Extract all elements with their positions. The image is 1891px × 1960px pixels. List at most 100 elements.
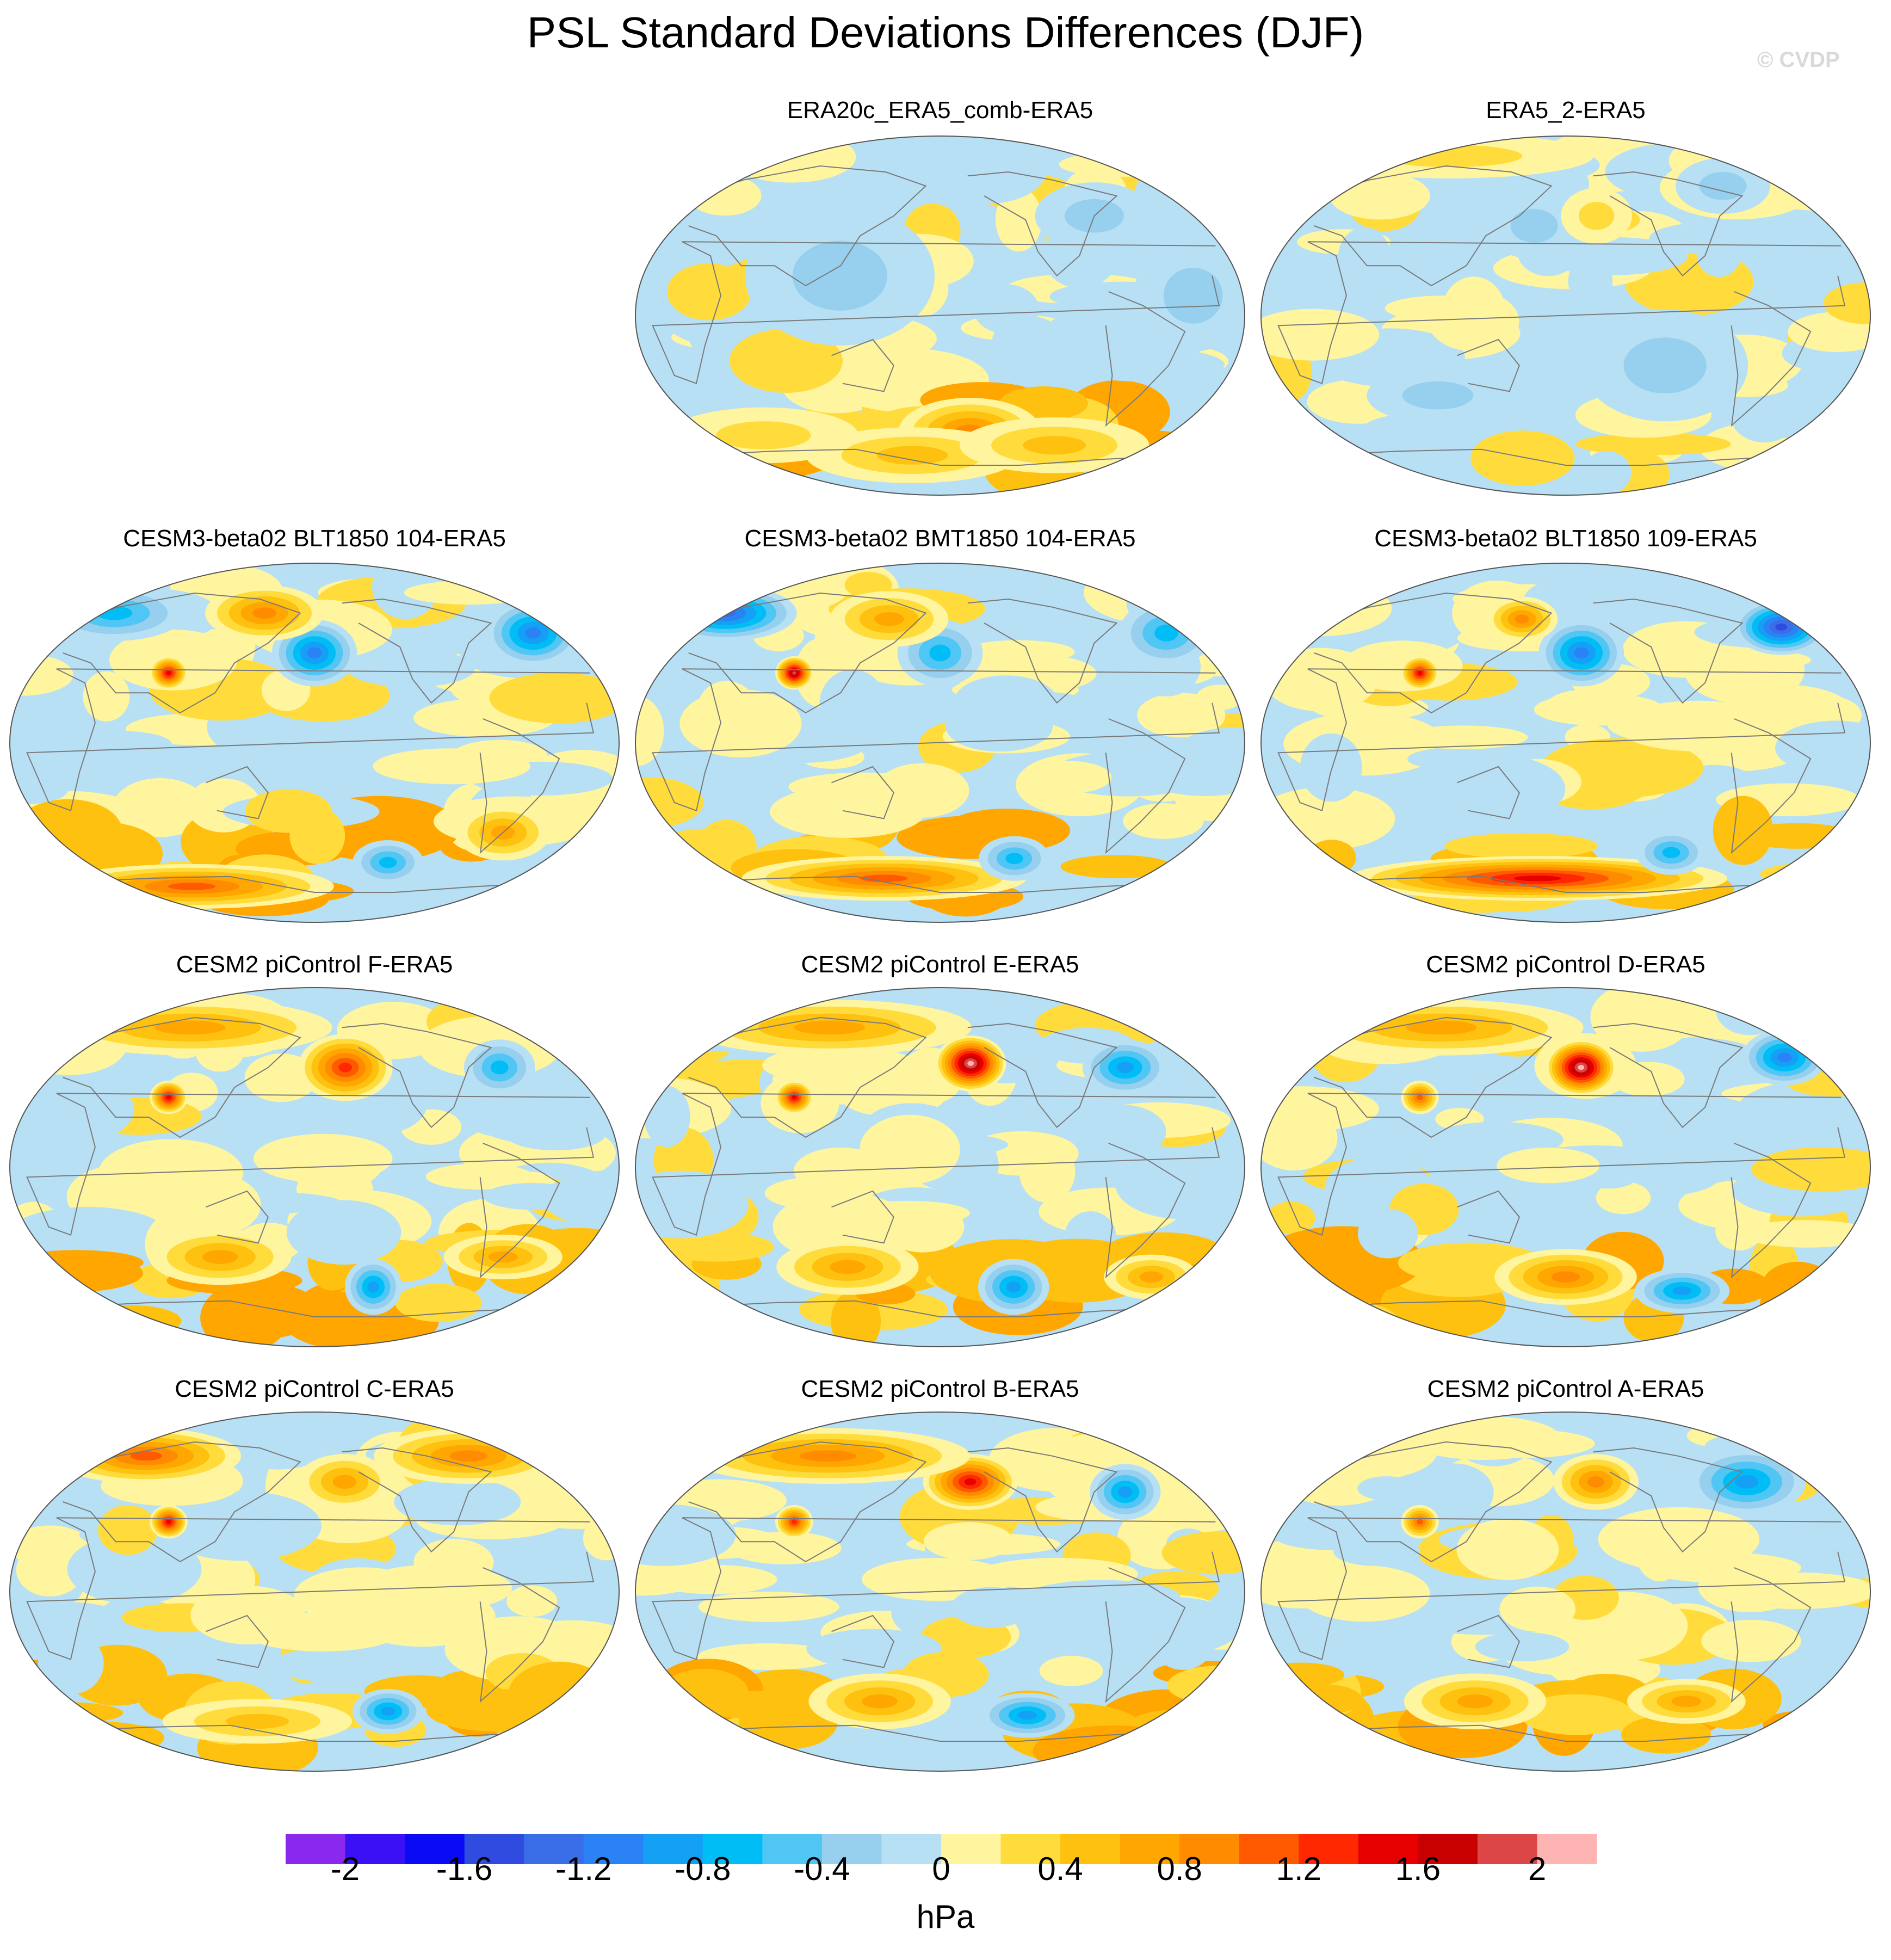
coastline: [342, 598, 492, 704]
figure-title: PSL Standard Deviations Differences (DJF…: [527, 8, 1364, 57]
coastline: [1731, 1567, 1812, 1703]
anomaly-patch: [1793, 1630, 1848, 1691]
anomaly-contour: [525, 627, 541, 639]
coastline: [1457, 766, 1520, 819]
anomaly-patch: [973, 284, 1039, 334]
anomaly-patch: [67, 1533, 202, 1605]
anomaly-patch: [679, 689, 802, 757]
coastline: [691, 1724, 1189, 1742]
anomaly-patch: [995, 188, 1042, 252]
panel-title: CESM2 piControl F-ERA5: [176, 951, 453, 978]
anomaly-contour: [792, 241, 887, 311]
anomaly-patch: [1097, 744, 1186, 776]
anomaly-patch: [1645, 805, 1722, 828]
anomaly-contour: [876, 446, 948, 465]
colorbar-swatch: [643, 1834, 703, 1864]
anomaly-contour: [1139, 1271, 1164, 1283]
colorbar-swatch: [1418, 1834, 1478, 1864]
anomaly-patch: [272, 1647, 403, 1682]
anomaly-patch: [98, 1505, 158, 1555]
coastline: [688, 1441, 927, 1563]
map-panel: [1261, 563, 1870, 922]
colorbar-swatch: [1537, 1834, 1597, 1864]
anomaly-patch: [1261, 1106, 1338, 1171]
anomaly-patch: [462, 1094, 549, 1138]
coastline: [1593, 171, 1744, 277]
anomaly-contour: [166, 1519, 171, 1524]
coastline: [1105, 1143, 1186, 1279]
map-panel: [10, 1412, 619, 1771]
colorbar-swatch: [881, 1834, 942, 1864]
anomaly-contour: [1006, 1281, 1021, 1293]
coastline: [65, 1300, 564, 1317]
anomaly-contour: [1672, 1286, 1692, 1296]
anomaly-patch: [1025, 1580, 1181, 1614]
anomaly-contour: [130, 1451, 162, 1461]
anomaly-contour: [792, 1095, 797, 1100]
colorbar-tick-label: 0.8: [1157, 1851, 1202, 1887]
colorbar-swatch: [821, 1834, 882, 1864]
colorbar-swatch: [941, 1834, 1002, 1864]
coastline: [479, 1567, 560, 1703]
anomaly-patch: [1366, 1131, 1498, 1157]
coastline: [691, 1300, 1189, 1317]
panel-title: ERA5_2-ERA5: [1486, 97, 1646, 124]
anomaly-patch: [635, 696, 664, 766]
anomaly-contour: [1587, 1476, 1605, 1488]
coastline: [1105, 718, 1186, 854]
anomaly-patch: [1751, 1147, 1870, 1192]
anomaly-contour: [202, 1250, 238, 1264]
anomaly-patch: [83, 671, 130, 722]
anomaly-patch: [506, 1585, 558, 1617]
anomaly-contour: [874, 612, 904, 626]
anomaly-contour: [794, 1020, 865, 1035]
map-border: [635, 563, 1245, 923]
anomaly-contour: [166, 670, 171, 675]
coastline: [1314, 592, 1553, 714]
anomaly-patch: [1598, 1507, 1760, 1571]
anomaly-patch: [1171, 728, 1245, 790]
map-border: [635, 135, 1245, 496]
coastline: [1317, 876, 1815, 893]
anomaly-contour: [307, 647, 322, 659]
anomaly-patch: [1824, 282, 1870, 324]
anomaly-contour: [716, 421, 811, 449]
coastline: [65, 1724, 564, 1742]
anomaly-contour: [1671, 1696, 1702, 1707]
coastline: [1105, 1567, 1186, 1703]
anomaly-patch: [729, 329, 843, 393]
anomaly-contour: [1116, 1062, 1134, 1073]
anomaly-patch: [1457, 1429, 1595, 1458]
anomaly-patch: [1333, 1537, 1420, 1567]
anomaly-contour: [1402, 381, 1474, 410]
anomaly-contour: [1699, 172, 1747, 200]
anomaly-patch: [1026, 590, 1079, 613]
coastline: [1457, 1190, 1520, 1244]
anomaly-patch: [489, 673, 619, 724]
anomaly-contour: [862, 1694, 898, 1709]
colorbar-swatch: [583, 1834, 644, 1864]
anomaly-patch: [1740, 1220, 1870, 1248]
anomaly-contour: [1417, 1519, 1423, 1525]
anomaly-patch: [1470, 430, 1575, 486]
anomaly-patch: [1358, 1209, 1418, 1259]
anomaly-patch: [425, 1163, 534, 1190]
anomaly-patch: [1582, 451, 1632, 495]
colorbar-swatch: [286, 1834, 346, 1864]
map-border: [9, 987, 620, 1347]
coastline: [1314, 165, 1553, 287]
anomaly-patch: [113, 778, 207, 837]
anomaly-contour: [1551, 1271, 1580, 1283]
coastline: [1277, 1517, 1846, 1661]
panel-title: CESM2 piControl A-ERA5: [1427, 1376, 1704, 1402]
anomaly-patch: [943, 809, 1071, 853]
panel-title: CESM3-beta02 BMT1850 104-ERA5: [744, 525, 1136, 552]
anomaly-patch: [1499, 1586, 1576, 1632]
colorbar-label: hPa: [916, 1899, 975, 1935]
coastline: [1105, 291, 1186, 427]
anomaly-contour: [166, 1095, 171, 1100]
anomaly-patch: [951, 1587, 1033, 1628]
coastline: [1314, 1441, 1553, 1563]
map-border: [9, 1412, 620, 1772]
